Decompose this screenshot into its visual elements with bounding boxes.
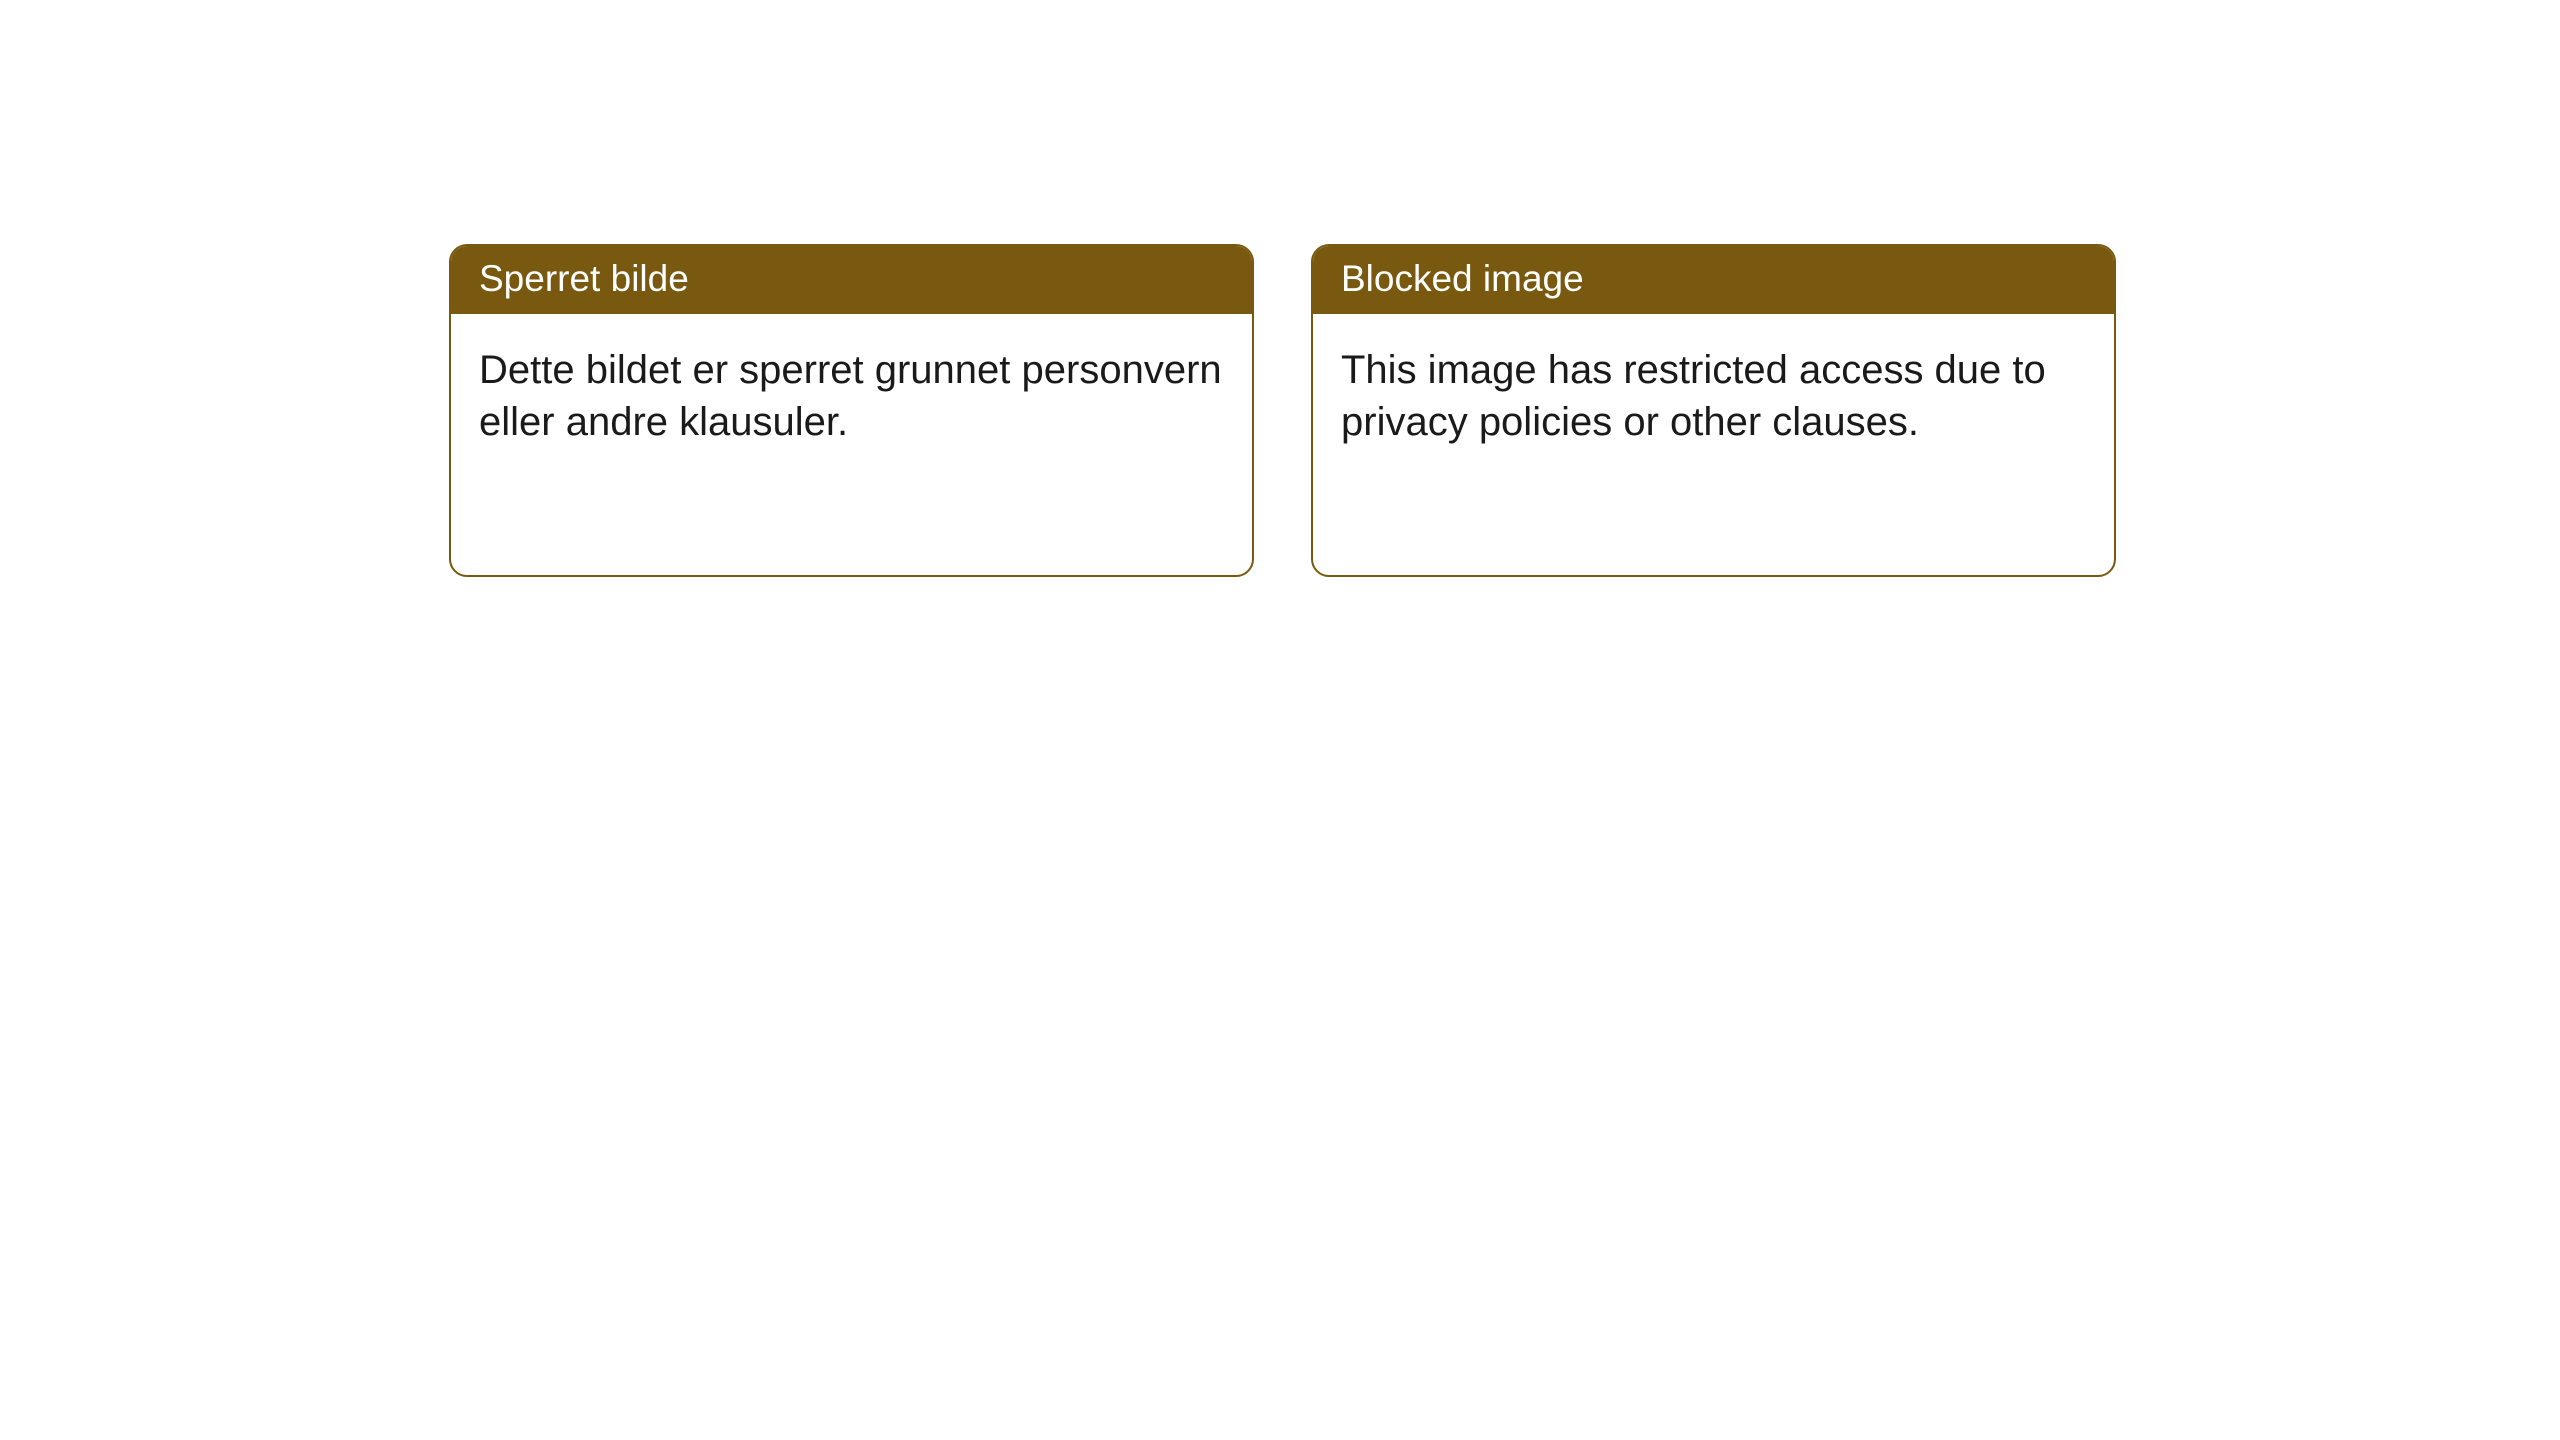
card-title: Sperret bilde [479, 258, 689, 299]
notice-cards-container: Sperret bilde Dette bildet er sperret gr… [449, 244, 2560, 577]
card-title: Blocked image [1341, 258, 1584, 299]
card-body: This image has restricted access due to … [1313, 314, 2114, 478]
card-header: Sperret bilde [451, 246, 1252, 314]
card-body: Dette bildet er sperret grunnet personve… [451, 314, 1252, 478]
card-body-text: Dette bildet er sperret grunnet personve… [479, 348, 1222, 444]
notice-card-norwegian: Sperret bilde Dette bildet er sperret gr… [449, 244, 1254, 577]
notice-card-english: Blocked image This image has restricted … [1311, 244, 2116, 577]
card-body-text: This image has restricted access due to … [1341, 348, 2046, 444]
card-header: Blocked image [1313, 246, 2114, 314]
